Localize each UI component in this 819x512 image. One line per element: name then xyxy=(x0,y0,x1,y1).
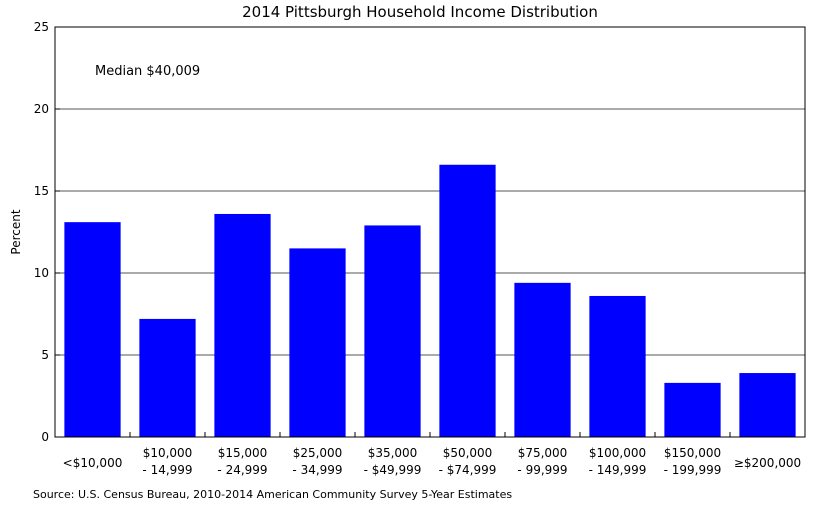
y-tick-label: 5 xyxy=(41,348,49,362)
bar xyxy=(289,248,346,437)
category-label: $15,000 - 24,999 xyxy=(217,446,267,477)
category-label: $35,000 - $49,999 xyxy=(364,446,422,477)
category-label-line: - 34,999 xyxy=(292,463,342,477)
bar xyxy=(514,282,571,437)
category-label-line: - 14,999 xyxy=(142,463,192,477)
category-label-line: - 99,999 xyxy=(517,463,567,477)
category-label-line: - $49,999 xyxy=(364,463,422,477)
bar xyxy=(64,222,121,437)
category-label: $50,000 - $74,999 xyxy=(439,446,497,477)
y-tick-label: 20 xyxy=(34,102,49,116)
category-label: $100,000 - 149,999 xyxy=(589,446,647,477)
grid-lines xyxy=(55,108,805,356)
category-label-line: $15,000 xyxy=(218,446,268,460)
category-label: $75,000 - 99,999 xyxy=(517,446,567,477)
y-tick-label: 15 xyxy=(34,184,49,198)
source-note: Source: U.S. Census Bureau, 2010-2014 Am… xyxy=(33,488,512,501)
category-label: ≥$200,000 xyxy=(734,456,801,470)
median-annotation: Median $40,009 xyxy=(95,64,200,79)
category-label-line: - 199,999 xyxy=(664,463,722,477)
category-label: $150,000 - 199,999 xyxy=(664,446,722,477)
y-tick-label: 10 xyxy=(34,266,49,280)
bar xyxy=(589,295,646,437)
category-label-line: $100,000 xyxy=(589,446,646,460)
bar xyxy=(214,213,271,437)
bar xyxy=(364,225,421,437)
y-axis-ticks: 0 5 10 15 20 25 xyxy=(34,20,60,444)
bar xyxy=(139,318,196,437)
category-label-line: $25,000 xyxy=(293,446,343,460)
category-label-line: $150,000 xyxy=(664,446,721,460)
y-axis-label: Percent xyxy=(9,209,23,254)
category-label-line: $10,000 xyxy=(143,446,193,460)
category-label-line: <$10,000 xyxy=(63,456,123,470)
category-label-line: ≥$200,000 xyxy=(734,456,801,470)
bar xyxy=(739,373,796,437)
category-label-line: - $74,999 xyxy=(439,463,497,477)
y-tick-label: 0 xyxy=(41,430,49,444)
category-label-line: - 24,999 xyxy=(217,463,267,477)
category-label: $10,000 - 14,999 xyxy=(142,446,192,477)
bar xyxy=(439,164,496,437)
category-label-line: $50,000 xyxy=(443,446,493,460)
y-tick-label: 25 xyxy=(34,20,49,34)
bar xyxy=(664,382,721,437)
category-label: $25,000 - 34,999 xyxy=(292,446,342,477)
chart-title: 2014 Pittsburgh Household Income Distrib… xyxy=(242,3,598,21)
bars xyxy=(64,164,796,437)
category-label: <$10,000 xyxy=(63,456,123,470)
category-label-line: - 149,999 xyxy=(589,463,647,477)
category-label-line: $35,000 xyxy=(368,446,418,460)
x-axis-ticks: <$10,000 $10,000 - 14,999 $15,000 - 24,999 $2… xyxy=(63,432,801,477)
category-label-line: $75,000 xyxy=(518,446,568,460)
